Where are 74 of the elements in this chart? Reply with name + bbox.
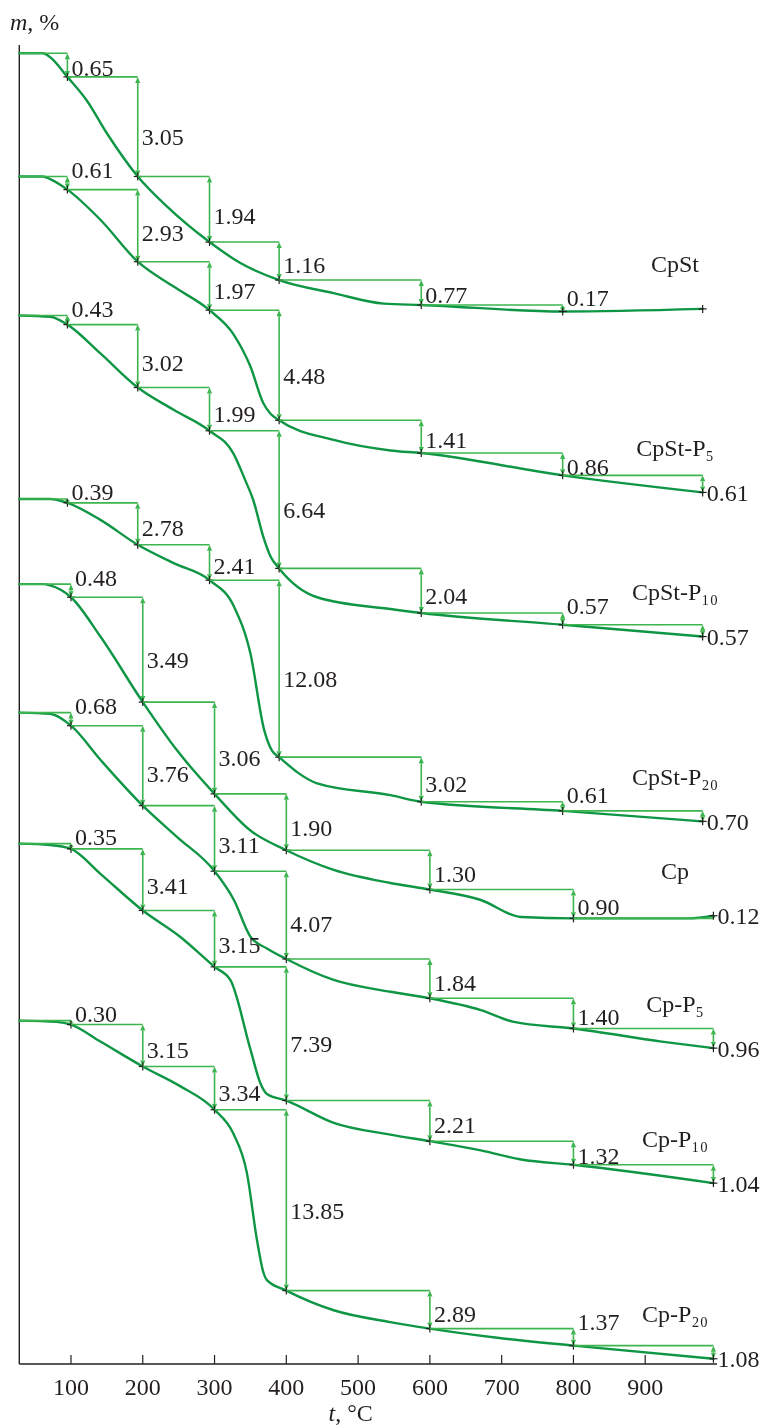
annotation: 1.97 — [213, 278, 256, 305]
annotation: 1.94 — [213, 203, 256, 230]
annotation: 0.43 — [71, 295, 114, 322]
annotation: 6.64 — [283, 496, 326, 523]
annotation: 1.32 — [577, 1142, 620, 1169]
annotation: 0.12 — [717, 903, 760, 930]
annotation: 1.04 — [717, 1170, 760, 1197]
annotation: 2.41 — [213, 553, 256, 580]
annotation: 3.05 — [141, 124, 184, 151]
x-tick-label: 400 — [268, 1374, 305, 1400]
x-tick-label: 900 — [627, 1374, 664, 1400]
annotation: 3.15 — [146, 1037, 189, 1064]
series-label: CpSt-P₂₀ — [631, 763, 719, 790]
annotation: 7.39 — [290, 1031, 333, 1058]
annotation: 2.93 — [141, 220, 184, 247]
annotation: 0.39 — [71, 479, 114, 506]
annotation: 1.90 — [290, 815, 333, 842]
annotation: 1.16 — [283, 252, 326, 279]
annotation: 3.02 — [141, 349, 184, 376]
annotation: 0.57 — [566, 593, 609, 620]
annotation: 0.48 — [74, 564, 117, 591]
annotation: 2.21 — [433, 1112, 476, 1139]
annotation: 0.30 — [74, 1001, 117, 1027]
annotation: 1.08 — [717, 1346, 760, 1373]
annotation: 2.89 — [433, 1300, 476, 1327]
annotation: 0.77 — [425, 282, 468, 309]
annotation: 4.48 — [283, 362, 326, 389]
y-axis-title: m, % — [10, 9, 60, 35]
annotation: 1.99 — [213, 400, 256, 427]
series-label: Cp — [660, 858, 690, 885]
series-label: Cp-P₂₀ — [641, 1301, 709, 1328]
annotation: 12.08 — [283, 666, 338, 693]
annotation: 0.17 — [566, 285, 609, 312]
annotation: 0.70 — [706, 808, 749, 835]
annotation: 3.11 — [218, 832, 260, 859]
annotation: 0.35 — [74, 824, 117, 851]
annotation: 0.65 — [71, 54, 114, 81]
annotation: 0.57 — [706, 623, 749, 650]
annotation: 4.07 — [290, 911, 333, 938]
annotation: 0.90 — [577, 894, 620, 921]
annotation: 13.85 — [290, 1197, 345, 1224]
series-label: CpSt — [650, 251, 700, 278]
series-label: CpSt-P₁₀ — [631, 578, 719, 605]
series-label: Cp-P₅ — [646, 990, 704, 1017]
annotation: 3.34 — [218, 1079, 261, 1106]
x-tick-label: 500 — [340, 1374, 377, 1400]
annotation: 3.06 — [218, 744, 261, 771]
x-tick-label: 800 — [555, 1374, 592, 1400]
annotation: 1.30 — [433, 861, 476, 888]
annotation: 3.76 — [146, 761, 189, 788]
annotation: 0.61 — [566, 782, 609, 809]
annotation: 0.68 — [74, 692, 117, 719]
annotation: 1.40 — [577, 1003, 620, 1030]
annotation: 3.49 — [146, 647, 189, 674]
x-tick-label: 700 — [483, 1374, 520, 1400]
annotation: 2.04 — [425, 582, 468, 609]
annotation: 2.78 — [141, 515, 184, 542]
x-tick-label: 200 — [124, 1374, 161, 1400]
annotation: 0.86 — [566, 453, 609, 480]
annotation: 1.41 — [425, 427, 468, 454]
series-label: CpSt-P₅ — [636, 434, 714, 461]
annotation: 3.15 — [218, 931, 261, 958]
annotation: 3.41 — [146, 873, 189, 900]
x-axis-title: t, °C — [328, 1400, 373, 1426]
x-tick-label: 300 — [196, 1374, 233, 1400]
annotation: 0.61 — [706, 479, 749, 506]
x-tick-label: 100 — [52, 1374, 89, 1400]
x-tick-label: 600 — [411, 1374, 448, 1400]
annotation: 1.37 — [577, 1309, 620, 1336]
annotation: 0.96 — [717, 1035, 760, 1062]
series-label: Cp-P₁₀ — [641, 1125, 709, 1152]
annotation: 0.61 — [71, 156, 114, 183]
annotation: 1.84 — [433, 969, 476, 996]
annotation: 3.02 — [425, 771, 468, 798]
